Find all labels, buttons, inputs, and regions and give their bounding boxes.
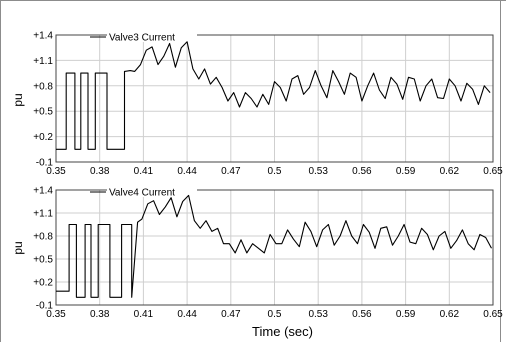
x-tick-label: 0.56 — [352, 309, 372, 320]
y-tick-label: +0.5 — [33, 255, 53, 266]
chart-1: -0.1+0.2+0.5+0.8+1.1+1.40.35 0.38 0.41 0.44… — [11, 30, 503, 177]
legend-label: Valve4 Current — [109, 188, 175, 199]
x-tick-label: 0.47 — [221, 309, 241, 320]
y-axis-label: pu — [11, 241, 25, 254]
y-tick-label: +1.1 — [33, 209, 53, 220]
y-tick-label: +0.5 — [33, 107, 53, 118]
x-tick-label: 0.56 — [352, 166, 372, 177]
y-tick-label: +0.2 — [33, 132, 53, 143]
x-tick-label: 0.62 — [440, 166, 460, 177]
x-tick-label: 0.41 — [134, 309, 154, 320]
y-tick-label: +0.8 — [33, 81, 53, 92]
x-tick-label: 0.59 — [396, 166, 416, 177]
legend-label: Valve3 Current — [109, 33, 175, 44]
x-tick-label: 0.5 — [268, 166, 282, 177]
chart-2: -0.1+0.2+0.5+0.8+1.1+1.40.35 0.38 0.41 0.44… — [11, 185, 503, 339]
y-tick-label: +0.2 — [33, 278, 53, 289]
x-tick-label: 0.5 — [268, 309, 282, 320]
x-tick-label: 0.53 — [308, 166, 328, 177]
y-axis-label: pu — [11, 93, 25, 106]
x-tick-label: 0.35 — [46, 166, 66, 177]
x-tick-label: 0.38 — [90, 309, 110, 320]
x-tick-label: 0.38 — [90, 166, 110, 177]
x-tick-label: 0.47 — [221, 166, 241, 177]
series-line — [56, 42, 490, 150]
x-tick-label: 0.59 — [396, 309, 416, 320]
x-tick-label: 0.44 — [177, 166, 197, 177]
x-axis-label: Time (sec) — [252, 324, 313, 339]
x-tick-label: 0.41 — [134, 166, 154, 177]
x-tick-label: 0.44 — [177, 309, 197, 320]
x-tick-label: 0.65 — [483, 309, 503, 320]
x-tick-label: 0.35 — [46, 309, 66, 320]
y-tick-label: +1.1 — [33, 56, 53, 67]
y-tick-label: +1.4 — [33, 31, 53, 42]
x-tick-label: 0.65 — [483, 166, 503, 177]
x-tick-label: 0.53 — [308, 309, 328, 320]
y-tick-label: +1.4 — [33, 186, 53, 197]
y-tick-label: +0.8 — [33, 232, 53, 243]
x-tick-label: 0.62 — [440, 309, 460, 320]
